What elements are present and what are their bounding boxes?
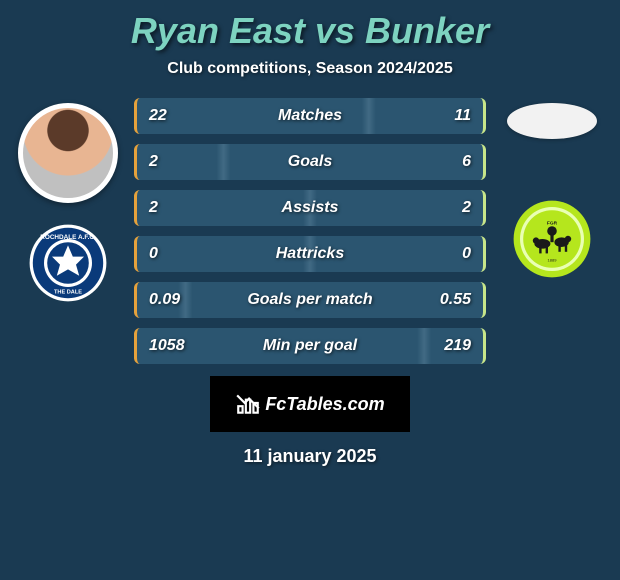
- stat-left-value: 2: [149, 199, 189, 217]
- stat-right-value: 2: [431, 199, 471, 217]
- stats-column: 22 Matches 11 2 Goals 6 2 Assists 2 0 Hattricks 0 0.…: [128, 98, 492, 364]
- right-club-badge: FGR 1889: [512, 199, 592, 279]
- right-player-column: FGR 1889: [492, 98, 612, 279]
- left-player-avatar: [18, 103, 118, 203]
- subtitle: Club competitions, Season 2024/2025: [167, 60, 452, 78]
- forest-green-badge-icon: FGR 1889: [512, 192, 592, 286]
- stat-right-value: 0: [431, 245, 471, 263]
- stat-row: 1058 Min per goal 219: [134, 328, 486, 364]
- rochdale-badge-icon: ROCHDALE A.F.C. THE DALE: [28, 223, 108, 303]
- svg-text:FGR: FGR: [547, 221, 558, 227]
- svg-text:THE DALE: THE DALE: [54, 289, 82, 295]
- stat-right-value: 6: [431, 153, 471, 171]
- stat-right-value: 11: [431, 107, 471, 125]
- stat-label: Goals per match: [247, 291, 372, 309]
- left-player-column: ROCHDALE A.F.C. THE DALE: [8, 98, 128, 303]
- stat-left-value: 0: [149, 245, 189, 263]
- stat-row: 2 Goals 6: [134, 144, 486, 180]
- stat-label: Assists: [282, 199, 339, 217]
- stat-row: 2 Assists 2: [134, 190, 486, 226]
- stat-row: 0.09 Goals per match 0.55: [134, 282, 486, 318]
- stat-label: Goals: [288, 153, 332, 171]
- fctables-logo: FcTables.com: [210, 376, 410, 432]
- stat-right-value: 219: [431, 337, 471, 355]
- stat-row: 22 Matches 11: [134, 98, 486, 134]
- comparison-row: ROCHDALE A.F.C. THE DALE 22Matches112Goa…: [0, 98, 620, 364]
- page-title: Ryan East vs Bunker: [131, 10, 489, 52]
- footer-brand-text: FcTables.com: [265, 394, 384, 415]
- stat-left-value: 2: [149, 153, 189, 171]
- stat-label: Matches: [278, 107, 342, 125]
- chart-icon: [235, 391, 261, 417]
- svg-text:ROCHDALE A.F.C.: ROCHDALE A.F.C.: [40, 234, 96, 241]
- stat-left-value: 1058: [149, 337, 189, 355]
- date-text: 11 january 2025: [243, 446, 376, 467]
- svg-text:1889: 1889: [548, 257, 558, 262]
- stat-label: Hattricks: [276, 245, 344, 263]
- stat-left-value: 22: [149, 107, 189, 125]
- right-player-avatar: [507, 103, 597, 139]
- stat-right-value: 0.55: [431, 291, 471, 309]
- stat-label: Min per goal: [263, 337, 357, 355]
- left-club-badge: ROCHDALE A.F.C. THE DALE: [28, 223, 108, 303]
- stat-left-value: 0.09: [149, 291, 189, 309]
- stat-row: 0 Hattricks 0: [134, 236, 486, 272]
